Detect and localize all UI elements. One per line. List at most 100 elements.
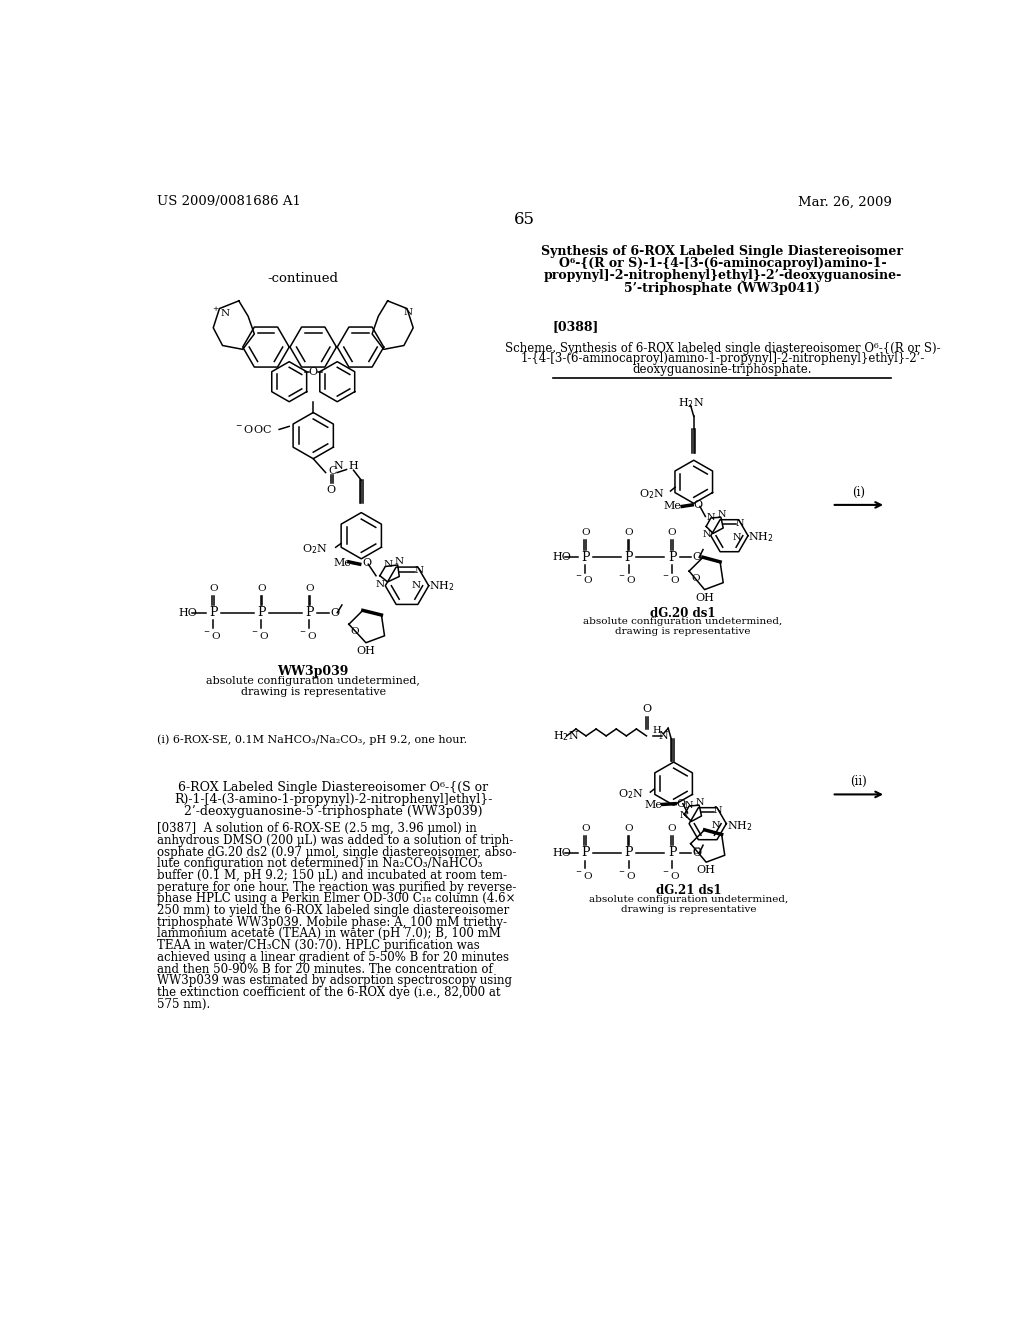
Text: H$_2$N: H$_2$N [678, 396, 705, 411]
Text: [0388]: [0388] [553, 321, 599, 333]
Text: OH: OH [356, 645, 376, 656]
Text: O$_2$N: O$_2$N [639, 487, 665, 502]
Text: N: N [414, 566, 423, 574]
Text: O: O [327, 484, 336, 495]
Text: O: O [308, 367, 317, 378]
Text: N: N [685, 801, 693, 810]
Text: O: O [257, 583, 265, 593]
Text: Me: Me [664, 502, 681, 511]
Text: O: O [692, 552, 701, 562]
Text: N: N [376, 579, 384, 589]
Text: O: O [362, 557, 371, 568]
Text: 65: 65 [514, 211, 536, 228]
Text: WW3p039 was estimated by adsorption spectroscopy using: WW3p039 was estimated by adsorption spec… [158, 974, 512, 987]
Text: $^-$O: $^-$O [660, 574, 680, 585]
Text: triphosphate WW3p039. Mobile phase: A, 100 mM triethy-: triphosphate WW3p039. Mobile phase: A, 1… [158, 916, 508, 929]
Text: $^+$N: $^+$N [211, 306, 231, 319]
Text: [0387]  A solution of 6-ROX-SE (2.5 mg, 3.96 μmol) in: [0387] A solution of 6-ROX-SE (2.5 mg, 3… [158, 822, 477, 836]
Text: NH$_2$: NH$_2$ [429, 579, 455, 593]
Text: O: O [691, 574, 699, 583]
Text: R)-1-[4-(3-amino-1-propynyl)-2-nitrophenyl]ethyl}-: R)-1-[4-(3-amino-1-propynyl)-2-nitrophen… [174, 793, 493, 807]
Text: O: O [692, 847, 701, 858]
Text: H$_2$N: H$_2$N [553, 729, 579, 743]
Text: C: C [328, 466, 337, 477]
Text: N: N [702, 529, 712, 539]
Text: the extinction coefficient of the 6-ROX dye (i.e., 82,000 at: the extinction coefficient of the 6-ROX … [158, 986, 501, 999]
Text: O: O [625, 824, 633, 833]
Text: O: O [677, 799, 686, 809]
Text: 2’-deoxyguanosine-5’-triphosphate (WW3p039): 2’-deoxyguanosine-5’-triphosphate (WW3p0… [184, 805, 482, 818]
Text: $^-$O: $^-$O [250, 630, 269, 640]
Text: P: P [625, 846, 633, 859]
Text: $^-$O: $^-$O [660, 870, 680, 880]
Text: HO: HO [553, 552, 571, 562]
Text: 6-ROX Labeled Single Diastereoisomer O⁶-{(S or: 6-ROX Labeled Single Diastereoisomer O⁶-… [178, 780, 488, 793]
Text: deoxyguanosine-triphosphate.: deoxyguanosine-triphosphate. [633, 363, 812, 376]
Text: O: O [643, 705, 652, 714]
Text: HO: HO [553, 847, 571, 858]
Text: O⁶-{(R or S)-1-{4-[3-(6-aminocaproyl)amino-1-: O⁶-{(R or S)-1-{4-[3-(6-aminocaproyl)ami… [559, 257, 886, 271]
Text: N: N [712, 821, 721, 830]
Text: (i) 6-ROX-SE, 0.1M NaHCO₃/Na₂CO₃, pH 9.2, one hour.: (i) 6-ROX-SE, 0.1M NaHCO₃/Na₂CO₃, pH 9.2… [158, 734, 468, 744]
Text: 1-{4-[3-(6-aminocaproyl)amino-1-propynyl]-2-nitrophenyl}ethyl}-2’-: 1-{4-[3-(6-aminocaproyl)amino-1-propynyl… [520, 352, 925, 366]
Text: anhydrous DMSO (200 μL) was added to a solution of triph-: anhydrous DMSO (200 μL) was added to a s… [158, 834, 514, 847]
Text: NH$_2$: NH$_2$ [748, 531, 774, 544]
Text: 575 nm).: 575 nm). [158, 998, 211, 1011]
Text: O: O [581, 824, 590, 833]
Text: N: N [714, 807, 722, 814]
Text: NH$_2$: NH$_2$ [727, 820, 753, 833]
Text: H: H [652, 726, 662, 735]
Text: P: P [668, 550, 676, 564]
Text: 250 mm) to yield the 6-ROX labeled single diastereoisomer: 250 mm) to yield the 6-ROX labeled singl… [158, 904, 510, 917]
Text: H: H [348, 462, 357, 471]
Text: OH: OH [695, 593, 714, 603]
Text: Me: Me [644, 800, 662, 810]
Text: dG.20 ds1: dG.20 ds1 [650, 607, 716, 619]
Text: drawing is representative: drawing is representative [622, 906, 757, 915]
Text: achieved using a linear gradient of 5-50% B for 20 minutes: achieved using a linear gradient of 5-50… [158, 950, 510, 964]
Text: Me: Me [334, 557, 351, 568]
Text: (ii): (ii) [851, 775, 867, 788]
Text: P: P [625, 550, 633, 564]
Text: N: N [658, 731, 669, 741]
Text: P: P [257, 606, 265, 619]
Text: O: O [668, 528, 677, 537]
Text: HO: HO [178, 607, 198, 618]
Text: -continued: -continued [267, 272, 338, 285]
Text: P: P [581, 846, 590, 859]
Text: $^-$O: $^-$O [617, 870, 637, 880]
Text: drawing is representative: drawing is representative [615, 627, 751, 635]
Text: N: N [707, 512, 715, 521]
Text: $^-$OOC: $^-$OOC [234, 424, 272, 436]
Text: N: N [404, 308, 413, 317]
Text: N: N [736, 519, 744, 528]
Text: buffer (0.1 M, pH 9.2; 150 μL) and incubated at room tem-: buffer (0.1 M, pH 9.2; 150 μL) and incub… [158, 869, 508, 882]
Text: N: N [412, 581, 421, 590]
Text: O: O [625, 528, 633, 537]
Text: phase HPLC using a Perkin Elmer OD-300 C₁₈ column (4.6×: phase HPLC using a Perkin Elmer OD-300 C… [158, 892, 516, 906]
Text: lute configuration not determined) in Na₂CO₃/NaHCO₃: lute configuration not determined) in Na… [158, 857, 483, 870]
Text: P: P [305, 606, 313, 619]
Text: O: O [331, 607, 339, 618]
Text: O$_2$N: O$_2$N [618, 788, 644, 801]
Text: osphate dG.20 ds2 (0.97 μmol, single diastereoisomer, abso-: osphate dG.20 ds2 (0.97 μmol, single dia… [158, 846, 517, 858]
Text: $^-$O: $^-$O [298, 630, 317, 640]
Text: P: P [581, 550, 590, 564]
Text: O: O [581, 528, 590, 537]
Text: (i): (i) [852, 486, 865, 499]
Text: N: N [334, 462, 343, 471]
Text: O: O [668, 824, 677, 833]
Text: drawing is representative: drawing is representative [241, 686, 386, 697]
Text: O: O [692, 847, 701, 855]
Text: P: P [209, 606, 217, 619]
Text: Scheme. Synthesis of 6-ROX labeled single diastereoisomer O⁶-{(R or S)-: Scheme. Synthesis of 6-ROX labeled singl… [505, 342, 940, 355]
Text: N: N [680, 812, 688, 821]
Text: propynyl]-2-nitrophenyl}ethyl}-2’-deoxyguanosine-: propynyl]-2-nitrophenyl}ethyl}-2’-deoxyg… [544, 269, 901, 282]
Text: dG.21 ds1: dG.21 ds1 [656, 884, 722, 896]
Text: O: O [209, 583, 217, 593]
Text: O: O [693, 500, 702, 510]
Text: N: N [695, 799, 705, 808]
Text: TEAA in water/CH₃CN (30:70). HPLC purification was: TEAA in water/CH₃CN (30:70). HPLC purifi… [158, 940, 480, 952]
Text: 5’-triphosphate (WW3p041): 5’-triphosphate (WW3p041) [625, 281, 820, 294]
Text: Mar. 26, 2009: Mar. 26, 2009 [799, 195, 892, 209]
